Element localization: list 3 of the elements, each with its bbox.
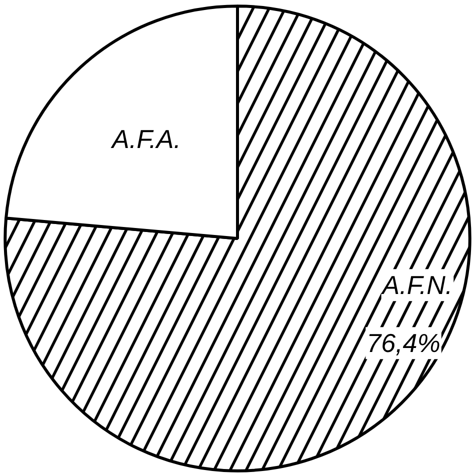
data-label: 76,4% — [366, 328, 440, 358]
slice-label: A.F.A. — [110, 124, 181, 154]
slice-label: A.F.N. — [380, 270, 453, 300]
